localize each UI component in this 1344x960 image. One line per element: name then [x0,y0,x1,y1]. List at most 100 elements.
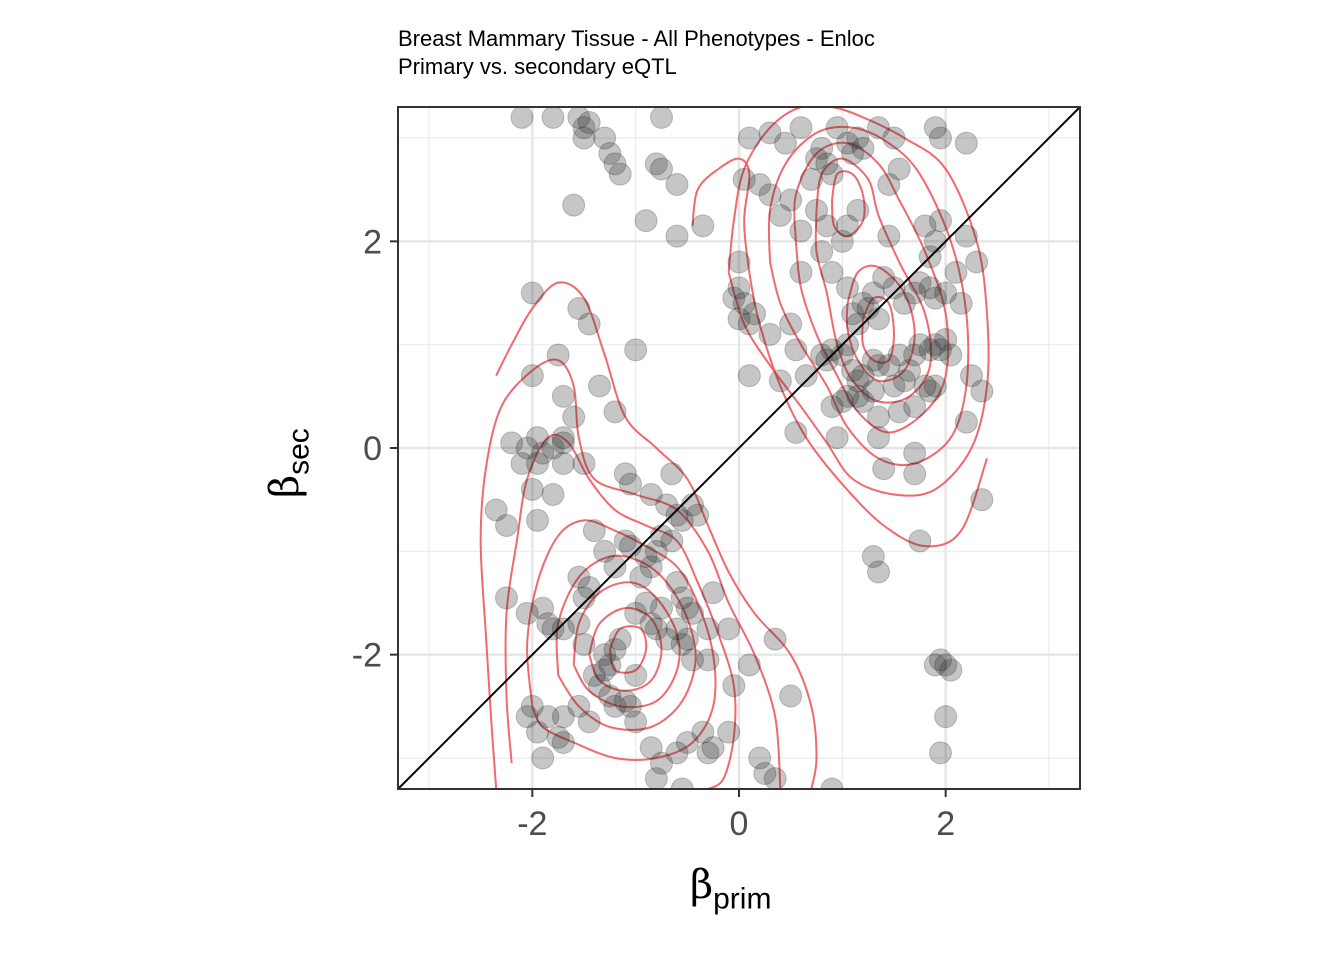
data-point [644,617,668,641]
data-point [934,653,958,677]
data-point [696,648,720,672]
data-point [794,364,818,388]
data-point [851,136,875,160]
data-point [903,281,927,305]
data-point [954,131,978,155]
data-point [944,260,968,284]
data-point [820,338,844,362]
data-point [918,338,942,362]
data-point [603,400,627,424]
data-point [960,364,983,388]
density-contours [479,107,990,789]
data-point [753,762,777,785]
data-point [639,483,663,506]
data-point [784,421,808,444]
contour-line [555,554,697,731]
data-point [572,126,596,150]
data-point [608,162,632,186]
data-point [670,586,694,610]
data-point [670,632,694,656]
data-point [588,674,611,698]
data-point [934,328,958,351]
data-point [536,612,560,636]
x-tick-label: 0 [730,805,749,843]
data-point [531,441,555,465]
data-point [593,643,617,667]
data-point [675,731,699,754]
data-point [696,617,720,641]
data-point [613,689,637,713]
data-point [500,431,524,455]
contour-line [793,141,950,434]
data-point [603,555,627,579]
data-point [830,229,854,253]
contour-line [814,157,933,404]
data-point [867,426,890,450]
data-point [737,653,761,677]
data-point [830,390,854,413]
data-point [841,142,865,165]
data-point [577,710,601,734]
data-point [903,395,927,419]
data-point [572,452,596,475]
data-point [727,276,751,300]
data-point [551,731,575,754]
data-point [541,436,565,460]
data-point [903,441,927,465]
data-point [841,302,865,326]
data-point [634,591,658,615]
contour-line [588,607,663,692]
data-point [551,426,575,450]
data-point [836,214,859,238]
data-point [686,503,710,527]
data-point [495,586,518,610]
data-point [567,297,591,320]
data-point [737,312,761,336]
data-point [582,519,606,543]
data-point [815,152,839,176]
data-point [908,333,932,357]
data-point [861,281,885,305]
data-point [562,193,586,217]
data-point [836,131,859,155]
data-point [660,462,684,486]
data-point [681,601,704,625]
data-point [923,286,947,310]
contour-line [767,125,970,466]
data-point [929,338,952,362]
data-point [851,364,875,388]
data-point [644,539,668,563]
data-point [593,126,617,150]
data-point [805,198,828,222]
data-point [743,302,766,326]
data-point [520,477,544,501]
data-point [593,539,617,563]
data-point [892,369,916,393]
chart-subtitle: Primary vs. secondary eQTL [398,54,677,79]
y-axis-label: βsec [262,428,316,498]
data-point [670,508,694,532]
data-point [748,746,772,770]
data-point [639,555,663,579]
data-point [551,705,575,729]
data-point [681,648,704,672]
data-point [779,312,803,336]
data-point [872,266,896,289]
data-point [526,452,549,475]
data-point [670,777,694,789]
data-point [929,209,952,233]
data-point [526,720,549,744]
data-point [861,379,885,403]
data-point [810,136,834,160]
data-point [774,131,797,155]
data-point [768,204,792,227]
data-point [598,653,622,677]
data-point [510,107,534,129]
data-point [655,493,679,517]
data-point [763,627,787,651]
data-point [515,601,539,625]
data-point [567,612,591,636]
data-point [841,359,865,382]
data-point [495,514,518,537]
